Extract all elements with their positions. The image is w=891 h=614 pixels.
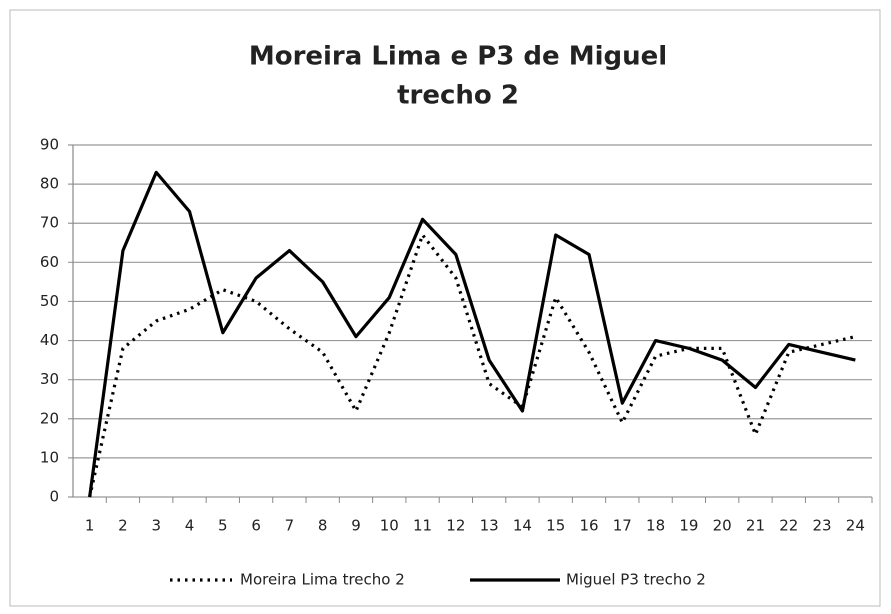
x-tick-label: 21 bbox=[746, 517, 765, 535]
x-tick-label: 22 bbox=[779, 517, 798, 535]
chart-title: trecho 2 bbox=[397, 81, 519, 111]
y-tick-label: 50 bbox=[40, 292, 59, 310]
x-tick-label: 13 bbox=[480, 517, 499, 535]
data-line bbox=[88, 170, 856, 498]
x-tick-label: 2 bbox=[118, 517, 128, 535]
x-tick-label: 15 bbox=[546, 517, 565, 535]
x-tick-label: 6 bbox=[251, 517, 261, 535]
x-tick-label: 12 bbox=[446, 517, 465, 535]
x-tick-label: 10 bbox=[380, 517, 399, 535]
x-tick-label: 16 bbox=[579, 517, 598, 535]
y-tick-label: 70 bbox=[40, 214, 59, 232]
x-tick-label: 17 bbox=[613, 517, 632, 535]
x-tick-label: 5 bbox=[218, 517, 228, 535]
x-tick-label: 18 bbox=[646, 517, 665, 535]
y-tick-label: 60 bbox=[40, 253, 59, 271]
y-tick-label: 80 bbox=[40, 175, 59, 193]
x-tick-label: 11 bbox=[413, 517, 432, 535]
y-tick-label: 0 bbox=[49, 488, 59, 506]
data-line bbox=[88, 233, 856, 498]
legend-label: Miguel P3 trecho 2 bbox=[566, 571, 706, 589]
y-tick-label: 10 bbox=[40, 448, 59, 466]
x-tick-label: 7 bbox=[285, 517, 295, 535]
chart-frame bbox=[9, 9, 881, 607]
x-tick-label: 4 bbox=[185, 517, 195, 535]
x-tick-label: 14 bbox=[513, 517, 532, 535]
x-tick-label: 23 bbox=[813, 517, 832, 535]
x-tick-label: 24 bbox=[846, 517, 865, 535]
x-tick-label: 20 bbox=[713, 517, 732, 535]
legend-label: Moreira Lima trecho 2 bbox=[240, 571, 405, 589]
y-tick-label: 20 bbox=[40, 409, 59, 427]
chart-title: Moreira Lima e P3 de Miguel bbox=[249, 42, 667, 72]
x-tick-label: 9 bbox=[351, 517, 361, 535]
y-tick-label: 40 bbox=[40, 331, 59, 349]
x-tick-label: 8 bbox=[318, 517, 328, 535]
y-tick-label: 30 bbox=[40, 370, 59, 388]
x-tick-label: 1 bbox=[85, 517, 95, 535]
y-tick-label: 90 bbox=[40, 136, 59, 154]
x-tick-label: 3 bbox=[151, 517, 161, 535]
x-tick-label: 19 bbox=[679, 517, 698, 535]
